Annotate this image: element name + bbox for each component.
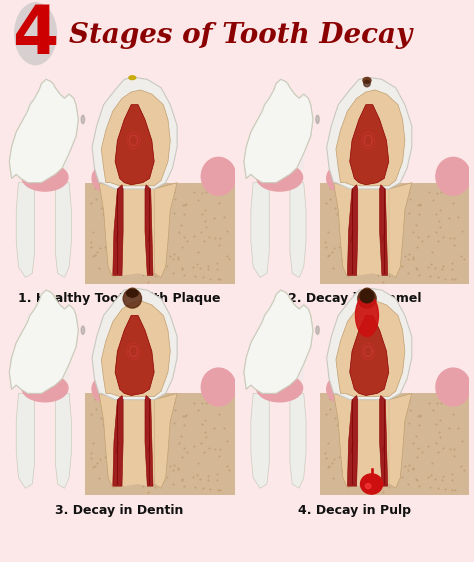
Ellipse shape <box>92 166 115 191</box>
Polygon shape <box>336 90 405 186</box>
Ellipse shape <box>358 289 376 308</box>
Text: 2. Decay in Enamel: 2. Decay in Enamel <box>288 292 421 306</box>
Polygon shape <box>119 400 154 486</box>
Polygon shape <box>334 183 354 278</box>
Ellipse shape <box>201 157 236 196</box>
Ellipse shape <box>327 377 350 402</box>
Polygon shape <box>350 315 389 396</box>
Polygon shape <box>85 183 235 284</box>
Ellipse shape <box>256 164 302 191</box>
Polygon shape <box>9 290 78 393</box>
Ellipse shape <box>327 166 350 191</box>
Polygon shape <box>55 183 72 278</box>
Text: Stages of Tooth Decay: Stages of Tooth Decay <box>69 21 412 49</box>
Text: 4: 4 <box>12 2 59 68</box>
Polygon shape <box>113 185 123 275</box>
Polygon shape <box>350 105 389 185</box>
Polygon shape <box>244 290 313 393</box>
Polygon shape <box>320 393 469 495</box>
Ellipse shape <box>364 80 370 87</box>
Ellipse shape <box>129 76 136 80</box>
Polygon shape <box>251 298 306 391</box>
Polygon shape <box>55 393 72 488</box>
Text: 1. Healthy Tooth with Plaque: 1. Healthy Tooth with Plaque <box>18 292 221 306</box>
Polygon shape <box>154 183 177 278</box>
Ellipse shape <box>316 326 319 334</box>
Polygon shape <box>380 185 388 275</box>
Polygon shape <box>99 183 119 278</box>
Polygon shape <box>92 77 177 189</box>
Ellipse shape <box>22 164 68 191</box>
Ellipse shape <box>436 157 470 196</box>
Polygon shape <box>16 88 72 180</box>
Polygon shape <box>354 400 389 486</box>
Polygon shape <box>334 393 354 488</box>
Polygon shape <box>16 298 72 391</box>
Ellipse shape <box>436 368 470 406</box>
Polygon shape <box>347 396 358 486</box>
Ellipse shape <box>123 289 142 308</box>
Ellipse shape <box>127 289 138 297</box>
Ellipse shape <box>129 291 136 297</box>
Polygon shape <box>9 79 78 183</box>
Polygon shape <box>347 185 358 275</box>
Polygon shape <box>145 185 153 275</box>
Circle shape <box>15 3 56 65</box>
Polygon shape <box>154 393 177 488</box>
Polygon shape <box>380 396 388 486</box>
Polygon shape <box>92 288 177 400</box>
Polygon shape <box>290 183 306 278</box>
Polygon shape <box>115 315 154 396</box>
Polygon shape <box>119 189 154 275</box>
Ellipse shape <box>360 290 374 303</box>
Polygon shape <box>99 393 119 488</box>
Polygon shape <box>9 290 78 393</box>
Ellipse shape <box>201 368 236 406</box>
Ellipse shape <box>128 288 137 294</box>
Ellipse shape <box>364 291 370 297</box>
Polygon shape <box>244 290 313 393</box>
Polygon shape <box>389 393 412 488</box>
Polygon shape <box>16 183 35 278</box>
Polygon shape <box>251 393 269 488</box>
Text: 4. Decay in Pulp: 4. Decay in Pulp <box>298 504 411 518</box>
Polygon shape <box>16 393 35 488</box>
Polygon shape <box>320 183 469 284</box>
Ellipse shape <box>356 294 378 337</box>
Ellipse shape <box>22 374 68 402</box>
Polygon shape <box>244 79 313 183</box>
Polygon shape <box>354 189 389 275</box>
Circle shape <box>365 483 371 488</box>
Polygon shape <box>244 79 313 183</box>
Polygon shape <box>327 288 412 400</box>
Polygon shape <box>115 105 154 185</box>
Polygon shape <box>101 90 170 186</box>
Polygon shape <box>327 77 412 189</box>
Polygon shape <box>113 396 123 486</box>
Ellipse shape <box>316 115 319 124</box>
Ellipse shape <box>81 115 85 124</box>
Ellipse shape <box>363 288 371 294</box>
Ellipse shape <box>81 326 85 334</box>
Ellipse shape <box>92 377 115 402</box>
Polygon shape <box>251 183 269 278</box>
Polygon shape <box>145 396 153 486</box>
Polygon shape <box>336 301 405 397</box>
Ellipse shape <box>363 78 371 83</box>
Circle shape <box>361 474 383 494</box>
Polygon shape <box>251 88 306 180</box>
Polygon shape <box>101 301 170 397</box>
Ellipse shape <box>361 289 373 297</box>
Polygon shape <box>85 393 235 495</box>
Text: 3. Decay in Dentin: 3. Decay in Dentin <box>55 504 184 518</box>
Polygon shape <box>290 393 306 488</box>
Ellipse shape <box>256 374 302 402</box>
Polygon shape <box>389 183 412 278</box>
Polygon shape <box>9 79 78 183</box>
